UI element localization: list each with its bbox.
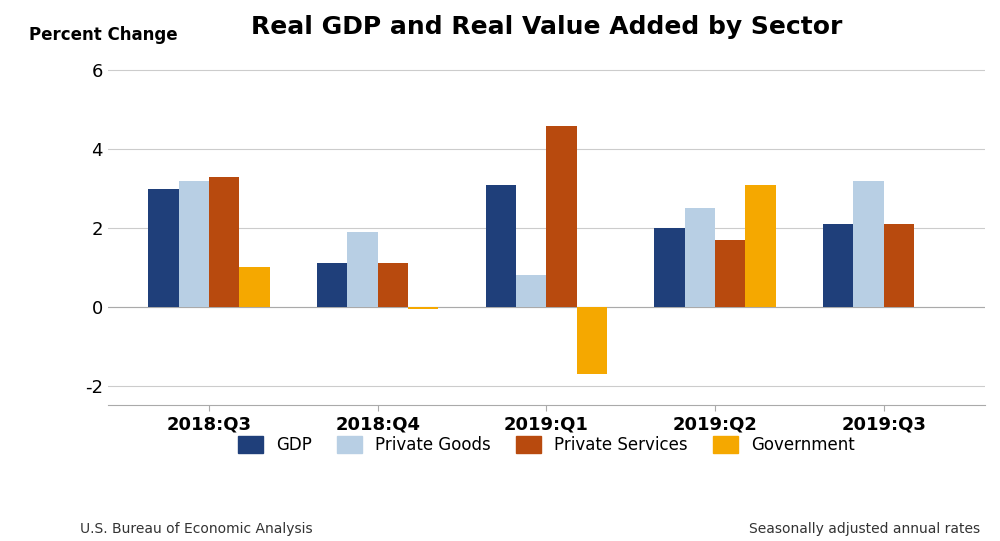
Legend: GDP, Private Goods, Private Services, Government: GDP, Private Goods, Private Services, Go…	[231, 429, 862, 461]
Bar	[853, 181, 884, 307]
Text: Seasonally adjusted annual rates: Seasonally adjusted annual rates	[749, 522, 980, 536]
Bar	[209, 177, 239, 307]
Bar	[179, 181, 209, 307]
Text: U.S. Bureau of Economic Analysis: U.S. Bureau of Economic Analysis	[80, 522, 313, 536]
Bar	[408, 307, 438, 309]
Bar	[654, 228, 685, 307]
Bar	[745, 184, 776, 307]
Bar	[378, 263, 408, 307]
Bar	[577, 307, 607, 374]
Bar	[317, 263, 347, 307]
Bar	[516, 275, 546, 307]
Bar	[715, 240, 745, 307]
Title: Real GDP and Real Value Added by Sector: Real GDP and Real Value Added by Sector	[251, 15, 842, 39]
Bar	[685, 208, 715, 307]
Bar	[546, 126, 577, 307]
Bar	[823, 224, 853, 307]
Bar	[239, 267, 270, 307]
Text: Percent Change: Percent Change	[29, 25, 178, 44]
Bar	[884, 224, 914, 307]
Bar	[148, 189, 179, 307]
Bar	[486, 184, 516, 307]
Bar	[347, 232, 378, 307]
